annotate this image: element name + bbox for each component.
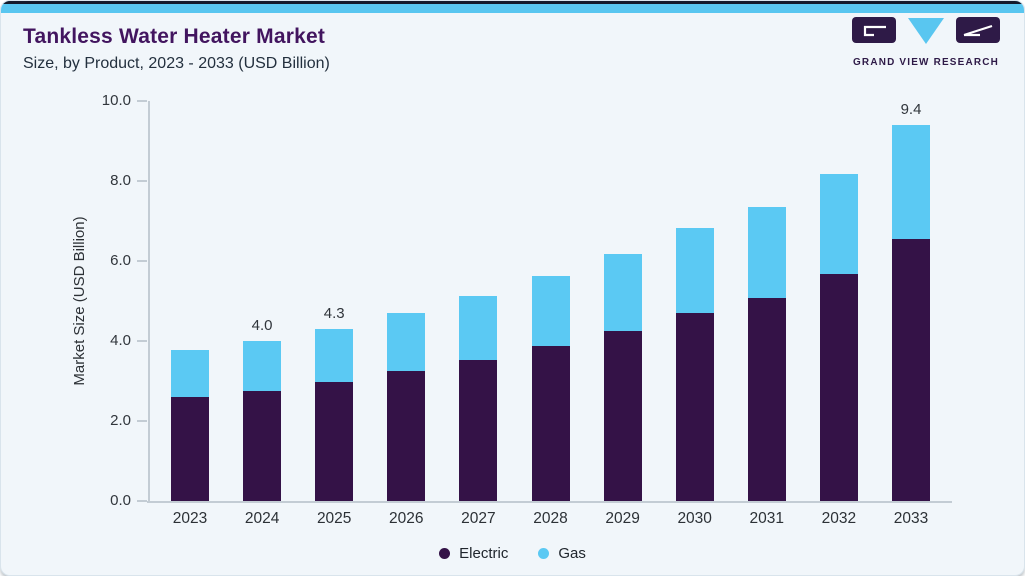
logo-r-tile [956,17,1000,43]
y-tick-label-4.0: 4.0 [110,332,131,349]
bar-2027-electric [459,359,498,501]
legend-marker-electric [439,548,451,559]
chart-legend: Electric Gas [1,545,1024,562]
x-axis-line [147,501,952,503]
bar-stack-2029 [603,254,642,501]
grand-view-research-logo: GRAND VIEW RESEARCH [852,17,1000,68]
y-tick-label-0.0: 0.0 [110,492,131,509]
legend-label-electric: Electric [459,545,509,562]
bar-2033-gas [892,125,930,239]
y-tick-6.0 [137,260,147,262]
bar-value-label-2024: 4.0 [251,317,273,334]
x-axis-label-2029: 2029 [605,510,640,527]
bar-2028-electric [531,346,570,501]
legend-label-gas: Gas [558,545,586,562]
bar-stack-2031 [747,207,786,501]
chart-header: Tankless Water Heater Market Size, by Pr… [23,25,330,73]
bar-2023-gas [171,350,209,397]
y-tick-10.0 [137,100,147,102]
x-axis-label-2025: 2025 [316,510,352,527]
bar-stack-2025: 4.3 [315,305,354,501]
bar-2023-electric [171,397,209,501]
bar-stack-2027 [459,296,498,501]
bar-2024-gas [243,341,282,391]
bar-2029-electric [603,330,642,501]
plot-area: Market Size (USD Billion) 0.0 2.0 4.0 6.0 8.… [71,92,952,527]
logo-text: GRAND VIEW RESEARCH [853,57,999,68]
x-axis-label-2030: 2030 [677,510,712,527]
bar-stack-2026 [387,313,426,501]
bar-2030-gas [675,227,714,313]
y-tick-2.0 [137,420,147,422]
bar-2032-gas [819,173,858,274]
bar-2027-gas [459,296,498,360]
y-tick-0.0 [137,500,147,502]
bar-value-label-2033: 9.4 [900,101,922,118]
x-axis-label-2032: 2032 [821,510,857,527]
x-axis-label-2023: 2023 [172,510,208,527]
bar-2025-gas [315,329,354,383]
y-tick-8.0 [137,180,147,182]
x-axis-label-2031: 2031 [749,510,785,527]
x-axis-label-2027: 2027 [461,510,496,527]
bar-2031-electric [747,298,786,501]
logo-g-tile [852,17,896,43]
y-axis-title: Market Size (USD Billion) [71,216,88,386]
legend-item-gas: Gas [538,545,586,562]
x-axis-label-2024: 2024 [244,510,280,527]
bar-stack-2032 [819,173,858,501]
bar-2031-gas [747,207,786,299]
card-top-accent-strip [1,1,1024,13]
bar-2029-gas [603,254,642,331]
bar-2026-gas [387,313,426,372]
bar-2028-gas [531,276,570,347]
chart-title: Tankless Water Heater Market [23,25,326,48]
y-tick-4.0 [137,340,147,342]
logo-v-triangle [908,18,944,44]
y-tick-label-8.0: 8.0 [110,172,131,189]
x-axis-label-2026: 2026 [389,510,424,527]
bar-stack-2024: 4.0 [243,317,282,501]
y-tick-label-2.0: 2.0 [110,412,131,429]
bar-2025-electric [315,382,354,501]
bar-2033-electric [892,239,930,501]
y-tick-label-6.0: 6.0 [110,252,131,269]
bar-stack-2033: 9.4 [892,101,930,501]
bar-stack-2028 [531,276,570,501]
bar-2032-electric [819,273,858,501]
y-tick-label-10.0: 10.0 [101,92,131,109]
bar-2024-electric [243,390,282,501]
legend-item-electric: Electric [439,545,508,562]
legend-marker-gas [538,548,550,559]
chart-subtitle: Size, by Product, 2023 - 2033 (USD Billi… [23,55,330,72]
bar-stack-2023 [171,350,209,501]
bar-2026-electric [387,371,426,501]
y-axis-line [148,101,150,501]
x-axis-label-2028: 2028 [533,510,568,527]
bar-value-label-2025: 4.3 [323,305,345,322]
bar-2030-electric [675,312,714,501]
bar-stack-2030 [675,227,714,501]
x-axis-label-2033: 2033 [893,510,929,527]
